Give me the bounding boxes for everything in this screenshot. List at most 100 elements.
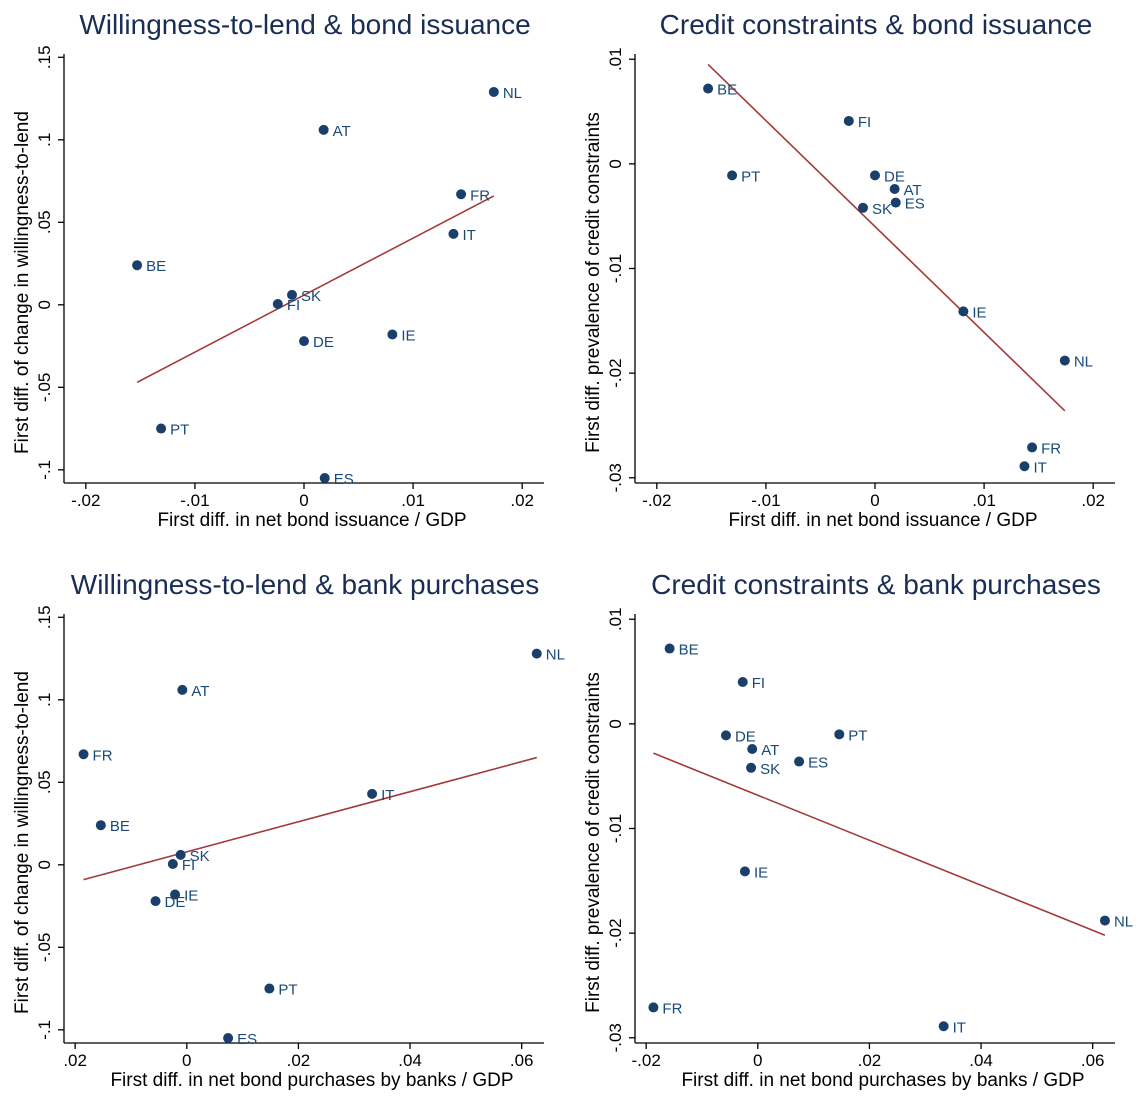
data-point-sk — [858, 202, 868, 213]
data-point-at — [747, 743, 758, 754]
data-point-pt — [834, 729, 845, 740]
data-point-at — [889, 183, 900, 194]
chart-willingness-bank-purchases: Willingness-to-lend & bank purchases -.1 -… — [12, 569, 565, 1091]
point-label-pt: PT — [278, 982, 297, 999]
y-tick-label: .05 — [35, 770, 54, 794]
data-point-fr — [456, 189, 467, 200]
chart-panel-1: Willingness-to-lend & bond issuance -.1 -.… — [0, 0, 571, 560]
point-label-fr: FR — [662, 1000, 682, 1017]
point-label-sk: SK — [760, 761, 780, 778]
point-label-be: BE — [110, 818, 130, 835]
data-point-fi — [272, 298, 283, 309]
x-tick-label: .06 — [510, 1051, 534, 1070]
y-axis-label: First diff. prevalence of credit constra… — [583, 672, 604, 1013]
point-label-nl: NL — [1074, 354, 1093, 371]
data-point-es — [223, 1033, 234, 1044]
chart-panel-3: Willingness-to-lend & bank purchases -.1 -… — [0, 560, 571, 1120]
y-tick-label: -.01 — [606, 254, 625, 283]
data-point-it — [1019, 461, 1030, 472]
y-tick-label: .01 — [606, 607, 625, 631]
y-tick-label: .05 — [35, 210, 54, 234]
y-tick-label: .1 — [35, 693, 54, 707]
x-tick-label: -.02 — [632, 1051, 661, 1070]
y-tick-label: -.05 — [35, 373, 54, 402]
point-label-es: ES — [237, 1031, 257, 1048]
point-label-ie: IE — [401, 328, 415, 345]
y-tick-label: -.1 — [35, 460, 54, 480]
data-point-fi — [737, 677, 748, 688]
point-label-pt: PT — [170, 422, 189, 439]
data-point-nl — [1099, 915, 1110, 926]
y-tick-label: .1 — [35, 133, 54, 147]
x-axis-label: First diff. in net bond purchases by ban… — [110, 1070, 513, 1091]
y-tick-label: -.01 — [606, 814, 625, 843]
chart-title: Credit constraints & bank purchases — [651, 569, 1101, 600]
y-tick-label: -.03 — [606, 1023, 625, 1052]
y-tick-label: .15 — [35, 605, 54, 629]
x-tick-label: .02 — [1081, 491, 1105, 510]
data-point-ie — [387, 329, 398, 340]
x-tick-label: .01 — [401, 491, 425, 510]
point-label-it: IT — [381, 787, 394, 804]
y-axis-label: First diff. of change in willingness-to-… — [12, 671, 33, 1014]
point-label-de: DE — [884, 168, 905, 185]
x-axis-label: First diff. in net bond purchases by ban… — [681, 1070, 1084, 1091]
data-point-pt — [727, 170, 738, 181]
x-tick-label: -.02 — [71, 491, 100, 510]
y-tick-label: -.1 — [35, 1020, 54, 1040]
chart-credit-bank-purchases: Credit constraints & bank purchases-.03-… — [583, 569, 1133, 1091]
point-label-es: ES — [808, 755, 828, 772]
point-label-be: BE — [146, 258, 166, 275]
point-label-it: IT — [462, 227, 475, 244]
data-point-sk — [175, 849, 186, 860]
chart-title: Willingness-to-lend & bank purchases — [71, 569, 539, 600]
point-label-de: DE — [165, 894, 186, 911]
chart-panel-2: Credit constraints & bond issuance -.03 -.… — [571, 0, 1142, 560]
y-tick-label: -.02 — [606, 918, 625, 947]
y-tick-label: -.03 — [606, 463, 625, 492]
y-axis-label: First diff. of change in willingness-to-… — [12, 111, 33, 454]
x-tick-label: -.02 — [642, 491, 671, 510]
point-label-nl: NL — [1114, 914, 1133, 931]
data-point-fr — [648, 1002, 659, 1013]
x-tick-label: .04 — [398, 1051, 422, 1070]
data-point-be — [703, 83, 714, 94]
data-point-fr — [78, 749, 89, 760]
x-tick-label: .06 — [1081, 1051, 1105, 1070]
x-tick-label: .02 — [858, 1051, 882, 1070]
point-label-fr: FR — [93, 747, 113, 764]
data-point-it — [448, 228, 459, 239]
data-point-at — [318, 124, 329, 135]
x-tick-label: .02 — [287, 1051, 311, 1070]
point-label-be: BE — [717, 82, 737, 99]
point-label-at: AT — [191, 683, 209, 700]
data-point-ie — [170, 889, 181, 900]
point-label-at: AT — [333, 123, 351, 140]
data-point-es — [319, 473, 330, 484]
data-point-es — [890, 197, 901, 208]
data-point-de — [150, 896, 161, 907]
fit-line — [653, 752, 1106, 936]
point-label-it: IT — [953, 1019, 966, 1036]
data-point-be — [664, 643, 675, 654]
point-label-pt: PT — [848, 727, 867, 744]
chart-title: Credit constraints & bond issuance — [660, 9, 1093, 40]
x-tick-label: -.01 — [751, 491, 780, 510]
chart-credit-bond-issuance: Credit constraints & bond issuance -.03 -.… — [583, 9, 1115, 531]
point-label-ie: IE — [972, 304, 986, 321]
data-point-nl — [1059, 355, 1070, 366]
x-tick-label: .02 — [510, 491, 534, 510]
data-point-fi — [167, 858, 178, 869]
point-label-sk: SK — [872, 201, 892, 218]
point-label-pt: PT — [741, 168, 760, 185]
fit-line — [83, 756, 537, 881]
point-label-it: IT — [1033, 459, 1046, 476]
data-point-ie — [739, 866, 750, 877]
data-point-be — [132, 260, 143, 271]
point-label-sk: SK — [190, 848, 210, 865]
data-point-de — [720, 730, 731, 741]
x-tick-label: 0 — [299, 491, 308, 510]
point-label-fi: FI — [287, 297, 300, 314]
x-tick-label: .01 — [972, 491, 996, 510]
data-point-it — [367, 788, 378, 799]
